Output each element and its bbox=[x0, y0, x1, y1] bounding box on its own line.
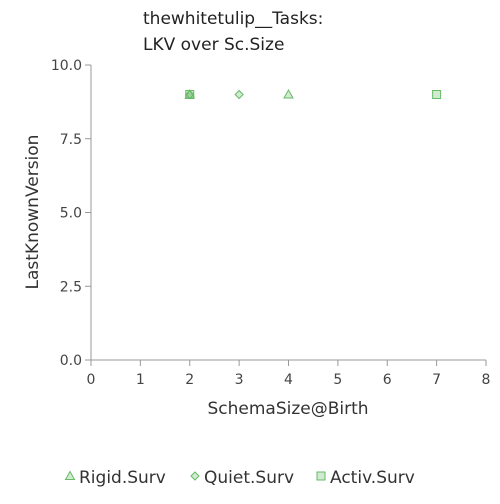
data-points bbox=[184, 88, 442, 100]
x-tick-label: 5 bbox=[333, 372, 342, 388]
y-tick-label: 10.0 bbox=[51, 58, 82, 74]
x-tick-label: 8 bbox=[482, 372, 491, 388]
legend-label-quiet-surv: Quiet.Surv bbox=[204, 468, 294, 488]
chart-title-line-2: LKV over Sc.Size bbox=[143, 35, 284, 55]
x-tick-label: 3 bbox=[235, 372, 244, 388]
y-tick-label: 5.0 bbox=[60, 206, 82, 222]
x-tick-label: 4 bbox=[284, 372, 293, 388]
y-axis-title: LastKnownVersion bbox=[23, 135, 43, 290]
legend-label-rigid-surv: Rigid.Surv bbox=[79, 468, 166, 488]
chart-title-line-1: thewhitetulip__Tasks: bbox=[143, 9, 323, 29]
y-tick-label: 7.5 bbox=[60, 132, 82, 148]
x-tick-label: 0 bbox=[87, 372, 96, 388]
y-tick-label: 2.5 bbox=[60, 279, 82, 295]
legend-marker-activ-surv bbox=[316, 471, 326, 481]
x-tick-label: 6 bbox=[383, 372, 392, 388]
point-activ-surv bbox=[432, 90, 442, 99]
y-tick-label: 0.0 bbox=[60, 353, 82, 369]
x-tick-label: 2 bbox=[185, 372, 194, 388]
x-tick-label: 7 bbox=[432, 372, 441, 388]
x-axis-title: SchemaSize@Birth bbox=[207, 399, 368, 419]
legend-marker-quiet-surv bbox=[190, 471, 200, 481]
legend-marker-rigid-surv bbox=[64, 470, 76, 480]
x-tick-label: 1 bbox=[136, 372, 145, 388]
point-quiet-surv bbox=[234, 89, 244, 100]
point-activ-surv bbox=[185, 90, 195, 99]
legend-label-activ-surv: Activ.Surv bbox=[330, 468, 415, 488]
legend: Rigid.Surv Quiet.Surv Activ.Surv bbox=[64, 468, 415, 488]
point-rigid-surv bbox=[283, 88, 294, 99]
axes: 0.0 2.5 5.0 7.5 10.0 0 1 2 3 4 5 6 7 8 bbox=[51, 58, 491, 388]
